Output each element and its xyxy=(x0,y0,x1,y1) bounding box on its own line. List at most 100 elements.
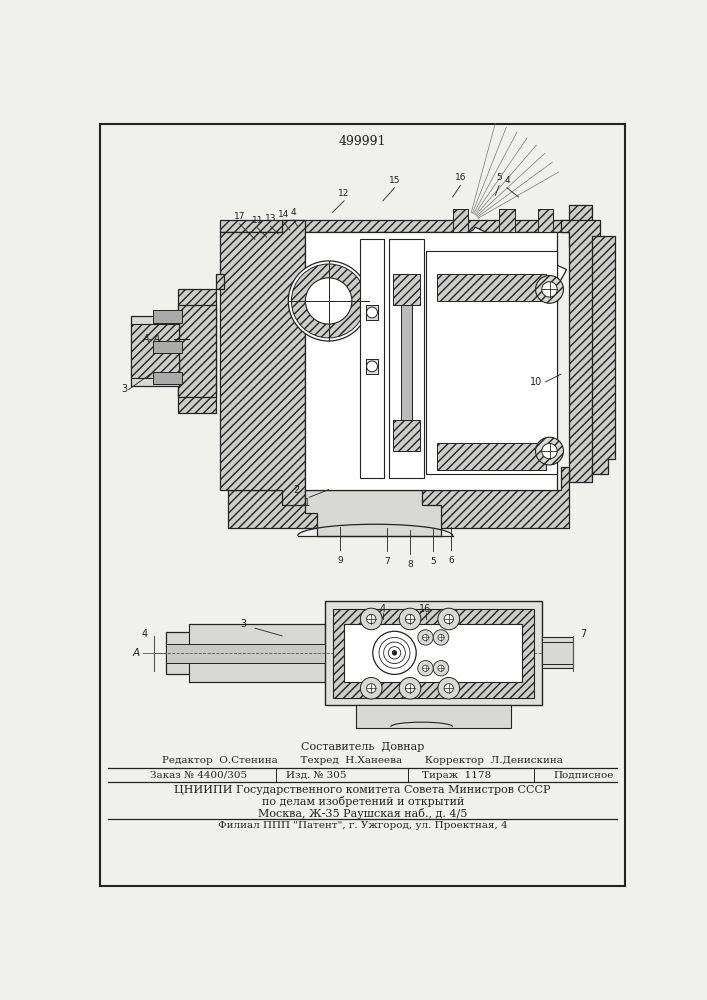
Circle shape xyxy=(444,684,453,693)
Circle shape xyxy=(405,614,414,624)
Circle shape xyxy=(433,661,449,676)
Text: 16: 16 xyxy=(419,604,432,614)
Circle shape xyxy=(405,684,414,693)
Text: 8: 8 xyxy=(407,560,413,569)
Circle shape xyxy=(422,665,428,671)
Text: 4: 4 xyxy=(291,208,296,217)
Text: А–А: А–А xyxy=(143,334,161,344)
Bar xyxy=(366,359,378,374)
Bar xyxy=(305,232,557,490)
Text: Подписное: Подписное xyxy=(554,771,614,780)
Bar xyxy=(344,624,522,682)
Bar xyxy=(538,209,554,232)
Text: 14: 14 xyxy=(278,210,289,219)
Bar xyxy=(393,420,420,451)
Text: 3: 3 xyxy=(121,384,127,394)
Circle shape xyxy=(399,677,421,699)
Bar xyxy=(153,372,182,384)
Polygon shape xyxy=(220,220,305,505)
Circle shape xyxy=(438,665,444,671)
Bar xyxy=(153,341,182,353)
Text: 2: 2 xyxy=(293,485,299,495)
Text: Редактор  О.Стенина       Техред  Н.Ханеева       Корректор  Л.Денискина: Редактор О.Стенина Техред Н.Ханеева Корр… xyxy=(163,756,563,765)
Text: 13: 13 xyxy=(264,214,276,223)
Text: Заказ № 4400/305: Заказ № 4400/305 xyxy=(151,771,247,780)
Text: 6: 6 xyxy=(448,556,454,565)
Polygon shape xyxy=(177,305,216,397)
Polygon shape xyxy=(220,205,592,247)
Polygon shape xyxy=(561,220,600,482)
Circle shape xyxy=(444,614,453,624)
Text: Тираж  1178: Тираж 1178 xyxy=(421,771,491,780)
Circle shape xyxy=(291,264,366,338)
Polygon shape xyxy=(592,235,615,474)
Circle shape xyxy=(367,361,378,372)
Bar xyxy=(166,644,325,663)
Bar xyxy=(499,209,515,232)
Text: 4: 4 xyxy=(504,176,510,185)
Bar xyxy=(366,305,378,320)
Bar xyxy=(325,601,542,705)
Circle shape xyxy=(361,677,382,699)
Polygon shape xyxy=(228,466,569,528)
Text: 10: 10 xyxy=(530,377,542,387)
Bar xyxy=(166,632,325,674)
Circle shape xyxy=(433,630,449,645)
Bar xyxy=(393,274,420,305)
Text: 4: 4 xyxy=(380,604,386,614)
Bar xyxy=(153,310,182,323)
Text: Составитель  Довнар: Составитель Довнар xyxy=(301,742,424,752)
Bar xyxy=(437,274,546,301)
Text: 5: 5 xyxy=(496,173,502,182)
Text: ЦНИИПИ Государственного комитета Совета Министров СССР: ЦНИИПИ Государственного комитета Совета … xyxy=(175,785,551,795)
Circle shape xyxy=(438,634,444,641)
Bar xyxy=(360,239,385,478)
Circle shape xyxy=(361,608,382,630)
Text: по делам изобретений и открытий: по делам изобретений и открытий xyxy=(262,796,464,807)
Text: 499991: 499991 xyxy=(339,135,387,148)
Text: 1: 1 xyxy=(304,498,310,508)
Wedge shape xyxy=(469,227,566,330)
Circle shape xyxy=(418,630,433,645)
Circle shape xyxy=(535,276,563,303)
Text: 15: 15 xyxy=(389,176,400,185)
Bar xyxy=(356,705,510,728)
Polygon shape xyxy=(177,274,224,413)
Polygon shape xyxy=(305,490,441,536)
Text: 17: 17 xyxy=(234,212,245,221)
Bar xyxy=(437,443,546,470)
Bar xyxy=(131,316,179,386)
Circle shape xyxy=(373,631,416,674)
Bar xyxy=(452,209,468,232)
Text: 11: 11 xyxy=(252,216,263,225)
Bar xyxy=(189,624,325,682)
Text: 3: 3 xyxy=(240,619,247,629)
Circle shape xyxy=(438,677,460,699)
Circle shape xyxy=(422,634,428,641)
Circle shape xyxy=(399,608,421,630)
Circle shape xyxy=(288,261,369,341)
Circle shape xyxy=(542,282,557,297)
Circle shape xyxy=(367,614,376,624)
Text: 9: 9 xyxy=(337,556,343,565)
Circle shape xyxy=(367,307,378,318)
Text: 7: 7 xyxy=(580,629,586,639)
Bar xyxy=(332,609,534,698)
Circle shape xyxy=(542,443,557,459)
Circle shape xyxy=(392,651,397,655)
Bar xyxy=(426,251,557,474)
Text: Москва, Ж-35 Раушская наб., д. 4/5: Москва, Ж-35 Раушская наб., д. 4/5 xyxy=(258,808,467,819)
Text: 7: 7 xyxy=(384,557,390,566)
Circle shape xyxy=(367,684,376,693)
Text: Изд. № 305: Изд. № 305 xyxy=(286,771,346,780)
Bar xyxy=(131,324,179,378)
Bar xyxy=(542,637,573,668)
Circle shape xyxy=(305,278,352,324)
Circle shape xyxy=(418,661,433,676)
Text: 4: 4 xyxy=(141,629,147,639)
Bar xyxy=(401,305,411,420)
Text: А: А xyxy=(133,648,140,658)
Bar xyxy=(389,239,424,478)
Circle shape xyxy=(535,437,563,465)
Text: 16: 16 xyxy=(455,173,466,182)
